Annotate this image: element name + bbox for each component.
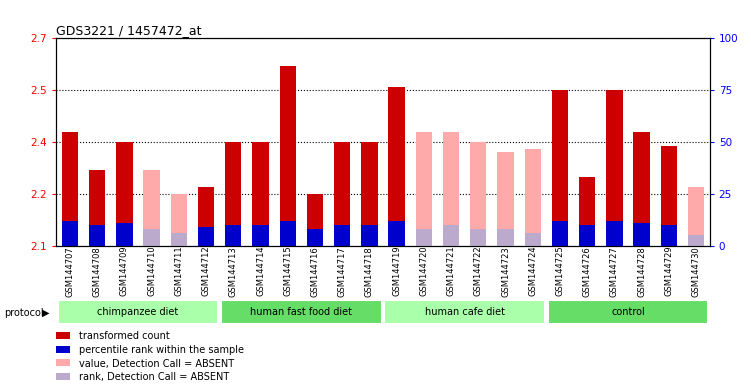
Text: GSM144711: GSM144711 bbox=[174, 246, 183, 296]
Text: GSM144719: GSM144719 bbox=[392, 246, 401, 296]
Bar bbox=[116, 223, 132, 246]
Text: rank, Detection Call = ABSENT: rank, Detection Call = ABSENT bbox=[79, 372, 229, 382]
Text: GSM144725: GSM144725 bbox=[556, 246, 565, 296]
Bar bbox=[62, 132, 78, 246]
Text: human fast food diet: human fast food diet bbox=[250, 307, 352, 317]
Bar bbox=[306, 229, 323, 246]
Text: GSM144714: GSM144714 bbox=[256, 246, 265, 296]
Bar bbox=[221, 300, 382, 324]
Text: GSM144726: GSM144726 bbox=[583, 246, 592, 296]
Bar bbox=[89, 225, 105, 246]
Bar bbox=[361, 142, 378, 246]
Text: GSM144723: GSM144723 bbox=[501, 246, 510, 296]
Bar bbox=[661, 225, 677, 246]
Bar bbox=[579, 177, 596, 246]
Text: human cafe diet: human cafe diet bbox=[424, 307, 505, 317]
Text: GSM144722: GSM144722 bbox=[474, 246, 483, 296]
Bar bbox=[361, 225, 378, 246]
Bar bbox=[470, 142, 487, 246]
Bar bbox=[579, 225, 596, 246]
Bar bbox=[279, 66, 296, 246]
Bar bbox=[552, 221, 568, 246]
Bar bbox=[416, 132, 432, 246]
Bar bbox=[385, 300, 545, 324]
Text: GSM144709: GSM144709 bbox=[120, 246, 129, 296]
Bar bbox=[334, 142, 350, 246]
Text: GSM144708: GSM144708 bbox=[92, 246, 101, 296]
Text: percentile rank within the sample: percentile rank within the sample bbox=[79, 345, 244, 355]
Text: chimpanzee diet: chimpanzee diet bbox=[98, 307, 179, 317]
Text: GSM144728: GSM144728 bbox=[637, 246, 646, 296]
Text: GSM144710: GSM144710 bbox=[147, 246, 156, 296]
Text: GSM144716: GSM144716 bbox=[310, 246, 319, 296]
Text: GSM144730: GSM144730 bbox=[692, 246, 701, 296]
Bar bbox=[225, 142, 241, 246]
Bar bbox=[388, 221, 405, 246]
Text: GDS3221 / 1457472_at: GDS3221 / 1457472_at bbox=[56, 24, 202, 37]
Bar bbox=[524, 233, 541, 246]
Bar bbox=[633, 132, 650, 246]
Text: protocol: protocol bbox=[4, 308, 44, 318]
Text: ▶: ▶ bbox=[42, 308, 50, 318]
Bar bbox=[198, 227, 214, 246]
Bar bbox=[497, 152, 514, 246]
Bar bbox=[606, 221, 623, 246]
Text: GSM144720: GSM144720 bbox=[419, 246, 428, 296]
Text: GSM144712: GSM144712 bbox=[201, 246, 210, 296]
Bar bbox=[547, 300, 708, 324]
Bar bbox=[552, 90, 568, 246]
Text: GSM144717: GSM144717 bbox=[338, 246, 347, 296]
Bar bbox=[89, 170, 105, 246]
Bar bbox=[116, 142, 132, 246]
Text: GSM144727: GSM144727 bbox=[610, 246, 619, 296]
Bar bbox=[416, 229, 432, 246]
Text: GSM144707: GSM144707 bbox=[65, 246, 74, 296]
Bar bbox=[225, 225, 241, 246]
Bar bbox=[279, 221, 296, 246]
Bar bbox=[633, 223, 650, 246]
Text: GSM144724: GSM144724 bbox=[528, 246, 537, 296]
Text: GSM144713: GSM144713 bbox=[229, 246, 238, 296]
Text: GSM144729: GSM144729 bbox=[665, 246, 674, 296]
Bar bbox=[143, 170, 160, 246]
Bar bbox=[688, 235, 704, 246]
Bar bbox=[470, 229, 487, 246]
Bar bbox=[334, 225, 350, 246]
Text: control: control bbox=[611, 307, 645, 317]
Bar bbox=[606, 90, 623, 246]
Bar bbox=[497, 229, 514, 246]
Bar bbox=[688, 187, 704, 246]
Text: GSM144718: GSM144718 bbox=[365, 246, 374, 296]
Bar bbox=[524, 149, 541, 246]
Bar bbox=[388, 87, 405, 246]
Bar bbox=[661, 146, 677, 246]
Text: transformed count: transformed count bbox=[79, 331, 170, 341]
Bar bbox=[198, 187, 214, 246]
Bar bbox=[306, 194, 323, 246]
Bar bbox=[252, 142, 269, 246]
Text: GSM144721: GSM144721 bbox=[447, 246, 456, 296]
Bar bbox=[58, 300, 219, 324]
Bar bbox=[170, 233, 187, 246]
Bar bbox=[62, 221, 78, 246]
Bar bbox=[443, 132, 459, 246]
Bar bbox=[143, 229, 160, 246]
Bar bbox=[170, 194, 187, 246]
Text: GSM144715: GSM144715 bbox=[283, 246, 292, 296]
Bar bbox=[443, 225, 459, 246]
Bar bbox=[252, 225, 269, 246]
Text: value, Detection Call = ABSENT: value, Detection Call = ABSENT bbox=[79, 359, 234, 369]
